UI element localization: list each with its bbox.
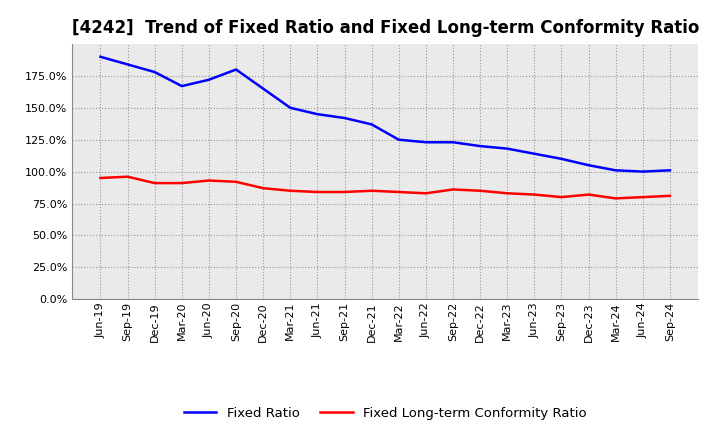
- Fixed Long-term Conformity Ratio: [232, 179, 240, 184]
- Fixed Ratio: [204, 77, 213, 82]
- Fixed Ratio: [341, 115, 349, 121]
- Fixed Ratio: [259, 86, 268, 92]
- Fixed Ratio: [476, 143, 485, 149]
- Fixed Ratio: [530, 151, 539, 156]
- Fixed Ratio: [313, 111, 322, 117]
- Fixed Long-term Conformity Ratio: [503, 191, 511, 196]
- Fixed Ratio: [367, 122, 376, 127]
- Fixed Long-term Conformity Ratio: [584, 192, 593, 197]
- Title: [4242]  Trend of Fixed Ratio and Fixed Long-term Conformity Ratio: [4242] Trend of Fixed Ratio and Fixed Lo…: [71, 19, 699, 37]
- Fixed Long-term Conformity Ratio: [341, 189, 349, 194]
- Fixed Ratio: [96, 54, 105, 59]
- Fixed Long-term Conformity Ratio: [259, 186, 268, 191]
- Fixed Long-term Conformity Ratio: [123, 174, 132, 180]
- Line: Fixed Long-term Conformity Ratio: Fixed Long-term Conformity Ratio: [101, 177, 670, 198]
- Fixed Ratio: [150, 70, 159, 75]
- Fixed Long-term Conformity Ratio: [367, 188, 376, 194]
- Fixed Ratio: [123, 62, 132, 67]
- Fixed Ratio: [639, 169, 647, 174]
- Fixed Ratio: [611, 168, 620, 173]
- Fixed Long-term Conformity Ratio: [449, 187, 457, 192]
- Fixed Ratio: [178, 84, 186, 89]
- Fixed Long-term Conformity Ratio: [204, 178, 213, 183]
- Fixed Ratio: [449, 139, 457, 145]
- Fixed Long-term Conformity Ratio: [665, 193, 674, 198]
- Legend: Fixed Ratio, Fixed Long-term Conformity Ratio: Fixed Ratio, Fixed Long-term Conformity …: [179, 402, 592, 425]
- Fixed Long-term Conformity Ratio: [639, 194, 647, 200]
- Fixed Ratio: [503, 146, 511, 151]
- Fixed Long-term Conformity Ratio: [395, 189, 403, 194]
- Fixed Ratio: [232, 67, 240, 72]
- Fixed Long-term Conformity Ratio: [178, 180, 186, 186]
- Fixed Long-term Conformity Ratio: [476, 188, 485, 194]
- Fixed Long-term Conformity Ratio: [286, 188, 294, 194]
- Fixed Ratio: [557, 156, 566, 161]
- Fixed Ratio: [584, 162, 593, 168]
- Fixed Long-term Conformity Ratio: [150, 180, 159, 186]
- Fixed Ratio: [665, 168, 674, 173]
- Fixed Long-term Conformity Ratio: [313, 189, 322, 194]
- Fixed Ratio: [395, 137, 403, 142]
- Fixed Long-term Conformity Ratio: [611, 196, 620, 201]
- Fixed Ratio: [286, 105, 294, 110]
- Line: Fixed Ratio: Fixed Ratio: [101, 57, 670, 172]
- Fixed Long-term Conformity Ratio: [421, 191, 430, 196]
- Fixed Long-term Conformity Ratio: [557, 194, 566, 200]
- Fixed Long-term Conformity Ratio: [96, 175, 105, 180]
- Fixed Ratio: [421, 139, 430, 145]
- Fixed Long-term Conformity Ratio: [530, 192, 539, 197]
